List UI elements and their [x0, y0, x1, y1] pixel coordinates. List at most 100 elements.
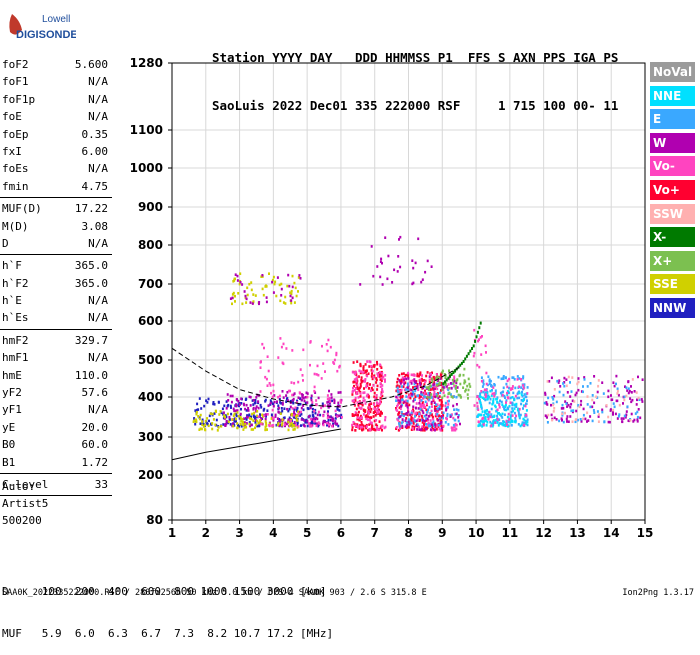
echo-point: [306, 401, 309, 404]
echo-point: [368, 418, 371, 422]
echo-point: [360, 380, 363, 384]
echo-point: [401, 426, 404, 429]
echo-point: [431, 377, 434, 381]
echo-point: [313, 385, 316, 389]
echo-point: [193, 417, 196, 420]
echo-point: [373, 365, 376, 368]
echo-point: [197, 415, 200, 418]
echo-point: [265, 413, 267, 416]
x-mode-point: [467, 352, 470, 356]
echo-point: [513, 407, 516, 410]
echo-point: [323, 410, 326, 414]
echo-point: [402, 380, 405, 384]
echo-point: [580, 399, 583, 403]
echo-point: [396, 403, 399, 406]
echo-point: [208, 414, 211, 418]
echo-point: [200, 407, 203, 410]
echo-point: [360, 425, 362, 429]
echo-point: [311, 419, 313, 423]
echo-point: [353, 422, 356, 425]
y-tick-label: 1000: [130, 161, 163, 175]
echo-point: [547, 396, 550, 400]
echo-point: [516, 396, 519, 400]
echo-point: [372, 384, 375, 387]
profile-curve-solid: [171, 428, 341, 461]
echo-point: [356, 375, 359, 379]
echo-point: [481, 417, 484, 421]
echo-point: [477, 420, 480, 424]
echo-point: [453, 418, 456, 422]
echo-point: [306, 392, 309, 395]
echo-point: [375, 377, 378, 380]
echo-point: [441, 411, 444, 414]
echo-point: [425, 419, 428, 422]
echo-point: [375, 378, 378, 382]
echo-point: [426, 396, 429, 399]
echo-point: [518, 377, 521, 380]
echo-point: [408, 423, 411, 426]
echo-point: [562, 393, 565, 397]
echo-point: [414, 398, 416, 401]
echo-point: [402, 372, 405, 375]
echo-point: [274, 415, 277, 418]
echo-point: [436, 403, 439, 406]
echo-point: [291, 285, 294, 289]
echo-point: [315, 424, 318, 428]
x-mode-point: [444, 380, 446, 384]
echo-point: [435, 373, 438, 376]
echo-point: [375, 381, 378, 384]
echo-point: [283, 416, 286, 419]
echo-point: [237, 399, 240, 403]
echo-point: [479, 413, 482, 417]
echo-point: [438, 399, 441, 402]
echo-point: [194, 422, 197, 426]
echo-point: [353, 378, 356, 381]
echo-point: [439, 391, 442, 395]
legend-item-nne: NNE: [650, 85, 695, 106]
echo-point: [484, 393, 487, 396]
echo-point: [466, 393, 469, 396]
echo-point: [360, 370, 363, 373]
echo-point: [373, 407, 376, 410]
echo-point: [362, 413, 365, 416]
echo-point: [605, 404, 608, 407]
echo-point: [476, 415, 479, 418]
echo-point: [257, 406, 260, 410]
echo-point: [233, 409, 236, 412]
echo-point: [330, 393, 333, 396]
echo-point: [423, 414, 426, 418]
echo-point: [268, 382, 271, 385]
echo-point: [373, 403, 375, 406]
echo-point: [313, 417, 315, 421]
echo-point: [429, 396, 432, 399]
echo-point: [462, 373, 465, 377]
echo-point: [418, 374, 421, 378]
echo-point: [593, 411, 596, 414]
echo-point: [433, 405, 436, 408]
echo-point: [248, 395, 251, 399]
echo-point: [381, 372, 384, 375]
echo-point: [261, 287, 264, 291]
echo-point: [238, 402, 241, 405]
echo-point: [339, 399, 342, 402]
echo-point: [278, 394, 281, 398]
echo-point: [358, 389, 361, 392]
echo-point: [250, 423, 253, 427]
echo-point: [631, 398, 634, 402]
echo-point: [561, 419, 563, 422]
echo-point: [258, 302, 260, 306]
echo-point: [217, 426, 220, 429]
echo-point: [508, 386, 510, 390]
echo-point: [411, 259, 414, 262]
echo-point: [226, 412, 229, 416]
echo-point: [511, 414, 514, 417]
echo-point: [204, 419, 207, 423]
echo-point: [333, 358, 336, 362]
echo-point: [411, 425, 414, 428]
echo-point: [618, 403, 621, 407]
echo-point: [456, 390, 458, 393]
y-tick-label: 200: [138, 468, 163, 482]
echo-point: [615, 399, 618, 403]
echo-point: [354, 372, 357, 376]
echo-point: [324, 404, 327, 407]
